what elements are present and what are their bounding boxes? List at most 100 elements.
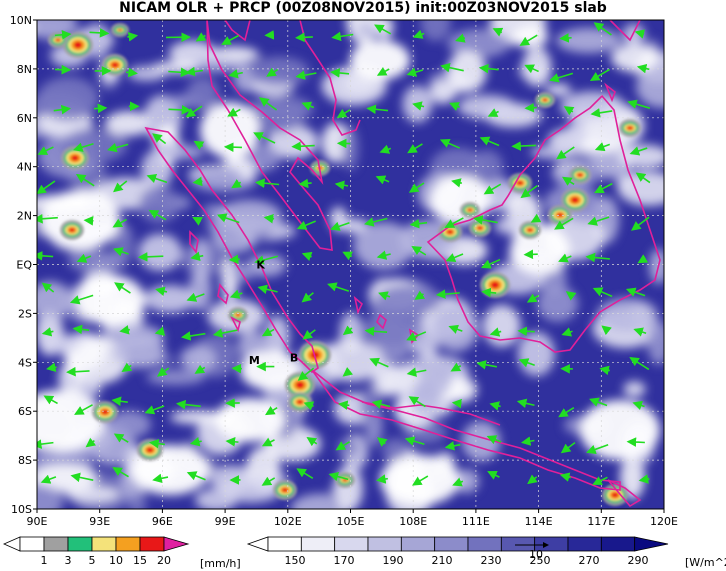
- wind-arrow: [72, 324, 90, 335]
- wind-arrow: [627, 99, 651, 109]
- wind-arrow: [74, 404, 93, 415]
- wind-arrow: [127, 32, 139, 42]
- wind-arrow: [527, 474, 538, 485]
- precip-unit-label: [mm/h]: [200, 557, 241, 570]
- y-tick-label: 6N: [17, 112, 32, 125]
- vector-reference: 10: [515, 542, 549, 561]
- wind-arrow: [520, 184, 538, 199]
- wind-arrow: [225, 437, 239, 447]
- wind-arrow: [492, 27, 504, 37]
- wind-arrow: [41, 282, 55, 293]
- wind-arrow: [590, 108, 613, 118]
- wind-arrow: [66, 366, 90, 377]
- wind-arrow: [37, 180, 56, 195]
- wind-arrow: [342, 251, 353, 261]
- wind-arrow: [121, 362, 133, 372]
- x-tick-label: 102E: [274, 515, 302, 528]
- x-tick-label: 108E: [399, 515, 427, 528]
- wind-arrow: [374, 24, 392, 35]
- x-tick-label: 117E: [587, 515, 615, 528]
- wind-arrow: [37, 214, 58, 224]
- wind-arrow: [193, 140, 205, 150]
- wind-arrow: [75, 173, 95, 187]
- map-title: NICAM OLR + PRCP (00Z08NOV2015) init:00Z…: [119, 0, 607, 16]
- wind-arrow: [455, 33, 466, 43]
- wind-arrow: [637, 254, 649, 264]
- olr-colorbar-label: 170: [334, 554, 355, 567]
- wind-arrow: [295, 32, 313, 43]
- wind-arrow: [119, 325, 130, 335]
- wind-arrow: [481, 258, 501, 269]
- x-tick-label: 93E: [89, 515, 110, 528]
- wind-arrow: [371, 399, 391, 409]
- precip-colorbar-label: 10: [109, 554, 123, 567]
- y-tick-label: 10N: [10, 14, 32, 27]
- wind-arrow: [111, 396, 128, 407]
- wind-arrow: [449, 102, 460, 112]
- wind-arrow: [451, 178, 463, 188]
- x-tick-label: 96E: [152, 515, 173, 528]
- wind-arrow: [148, 209, 167, 221]
- wind-vectors: [37, 22, 651, 487]
- wind-arrow: [487, 108, 499, 117]
- wind-arrow: [479, 136, 500, 147]
- wind-arrow: [518, 358, 535, 368]
- wind-arrow: [565, 291, 577, 301]
- wind-arrow: [629, 146, 648, 156]
- wind-arrow: [558, 406, 575, 418]
- wind-arrow: [631, 216, 650, 231]
- wind-arrow: [76, 253, 92, 263]
- wind-arrow: [328, 471, 349, 482]
- wind-arrow: [265, 406, 278, 416]
- wind-arrow: [40, 474, 57, 484]
- y-tick-label: 2S: [18, 307, 32, 320]
- wind-arrow: [229, 289, 243, 299]
- station-marker-m: M: [249, 354, 260, 367]
- wind-arrow: [412, 101, 425, 111]
- wind-arrow: [112, 467, 129, 478]
- wind-arrow: [301, 101, 315, 111]
- wind-arrow: [228, 69, 243, 79]
- wind-arrow: [558, 253, 572, 263]
- wind-arrow: [592, 287, 613, 298]
- wind-arrow: [69, 294, 94, 305]
- wind-arrow: [589, 397, 608, 407]
- wind-arrow: [297, 367, 315, 381]
- wind-arrow: [181, 331, 206, 341]
- wind-arrow: [486, 435, 502, 445]
- wind-arrow: [231, 179, 242, 189]
- wind-arrow: [338, 400, 350, 410]
- wind-arrow: [524, 64, 539, 74]
- wind-arrow: [195, 32, 207, 42]
- wind-arrow: [377, 437, 388, 447]
- wind-arrow: [636, 63, 650, 74]
- wind-arrow: [406, 67, 424, 77]
- y-tick-label: 10S: [11, 503, 32, 516]
- wind-arrow: [530, 213, 542, 223]
- wind-arrow: [107, 142, 129, 153]
- wind-arrow: [334, 180, 349, 191]
- wind-arrow: [563, 106, 575, 116]
- wind-arrow: [53, 104, 72, 115]
- wind-arrow: [295, 70, 317, 80]
- wind-arrow: [185, 66, 204, 77]
- olr-colorbar-label: 150: [285, 554, 306, 567]
- wind-arrow: [526, 293, 540, 303]
- wind-arrow: [266, 67, 279, 77]
- wind-arrow: [483, 183, 502, 195]
- station-markers: K M B: [249, 259, 298, 367]
- wind-arrow: [154, 326, 166, 336]
- wind-arrow: [414, 290, 426, 300]
- wind-arrow: [253, 132, 276, 144]
- wind-arrow: [559, 33, 572, 43]
- wind-arrow: [411, 475, 429, 486]
- wind-arrow: [587, 216, 610, 226]
- x-axis-ticks: 90E 93E 96E 99E 102E 105E 108E 111E 114E 117E 120E: [27, 509, 678, 528]
- olr-unit-label: [W/m^2]: [685, 556, 726, 569]
- wind-arrow: [524, 102, 537, 113]
- wind-arrow: [375, 175, 390, 185]
- wind-arrow: [89, 28, 110, 38]
- wind-arrow: [593, 22, 612, 36]
- wind-arrow: [263, 213, 275, 224]
- y-tick-label: 2N: [17, 210, 32, 223]
